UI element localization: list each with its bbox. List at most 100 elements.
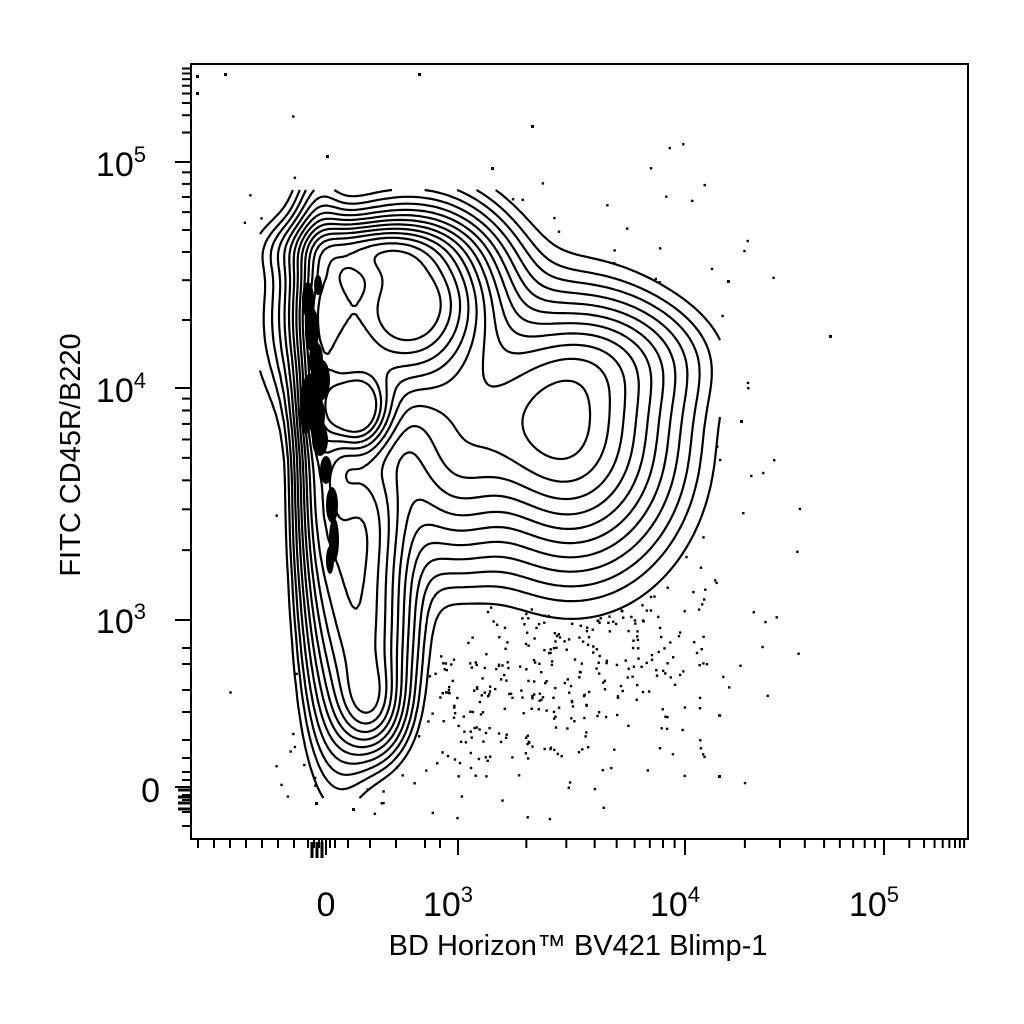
event-dot [555,646,558,649]
event-dot [508,692,511,696]
event-dot [593,787,597,791]
event-dot [292,115,295,118]
event-dot [533,693,536,696]
event-dot [531,745,534,748]
event-dot [549,747,552,751]
event-dot [459,740,463,743]
event-dot [657,650,660,654]
event-dot [636,635,639,638]
event-dot [665,727,669,731]
event-dot [614,622,618,626]
event-dot [458,761,462,765]
event-dot [445,691,448,694]
event-dot [570,717,573,720]
event-dot [484,756,487,759]
event-dot [554,715,557,718]
event-dot [604,715,608,719]
event-dot [718,775,721,778]
event-dot [474,774,477,777]
event-dot [557,706,561,709]
event-dot [653,595,656,598]
event-dot [685,555,688,559]
event-dot [545,709,548,712]
event-dot [573,720,576,723]
event-dot [637,647,640,650]
event-dot [766,694,769,697]
x-axis-ticks [197,839,966,858]
event-dot [678,631,682,634]
event-dot [631,646,635,650]
event-dot [673,683,677,686]
event-dot [442,720,445,723]
event-dot [450,663,453,666]
event-dot [703,755,706,759]
event-dot [481,711,485,714]
event-dot [773,459,776,462]
event-dot [448,692,451,695]
event-dot [525,612,528,616]
event-dot [293,745,297,749]
event-dot [641,604,644,607]
event-dot [453,712,457,715]
pileup-blob [326,487,338,523]
event-dot [540,698,543,702]
event-dot [634,622,637,625]
event-dot [526,742,529,746]
event-dot [568,691,571,694]
x-tick-label-1e4: 104 [650,882,700,924]
event-dot [470,666,473,669]
event-dot [503,626,507,629]
event-dot [196,92,199,95]
event-dot [592,651,595,654]
event-dot [511,756,514,759]
event-dot [585,704,588,707]
plot-frame [190,63,969,840]
event-dot [565,648,568,651]
event-dot [599,617,602,620]
event-dot [505,733,508,736]
event-dot [557,230,561,233]
event-dot [645,609,649,612]
event-dot [743,781,747,785]
event-dot [501,799,504,802]
event-dot [293,176,297,179]
event-dot [491,167,494,170]
event-dot [649,609,653,612]
event-dot [567,638,571,641]
event-dot [584,735,587,738]
event-dot [650,658,654,661]
event-dot [578,636,581,639]
event-dot [581,640,585,643]
pileup-blob [320,456,332,484]
event-dot [649,595,653,599]
event-dot [471,636,474,639]
event-dot [671,753,675,756]
event-dot [243,221,247,224]
contour-level-2 [261,189,713,791]
event-dot [522,712,525,715]
event-dot [527,740,530,744]
event-dot [489,685,492,688]
event-dot [658,281,661,284]
event-dot [636,630,639,633]
y-axis-title: FITC CD45R/B220 [55,333,87,576]
event-dot [401,774,404,777]
event-dot [635,698,638,701]
event-dot [427,720,430,723]
event-dot [488,690,492,693]
event-dot [507,666,510,670]
event-dot [715,581,718,585]
event-dot [577,751,581,754]
event-dot [669,676,672,679]
event-dot [637,657,640,660]
event-dot [666,715,669,719]
event-dot [487,694,490,698]
event-dot [486,610,490,614]
event-dot [666,586,669,589]
event-dot [615,663,619,667]
event-dot [540,671,543,674]
event-dot [483,691,486,694]
event-dot [531,694,534,698]
event-dot [678,673,682,677]
event-dot [445,668,448,672]
